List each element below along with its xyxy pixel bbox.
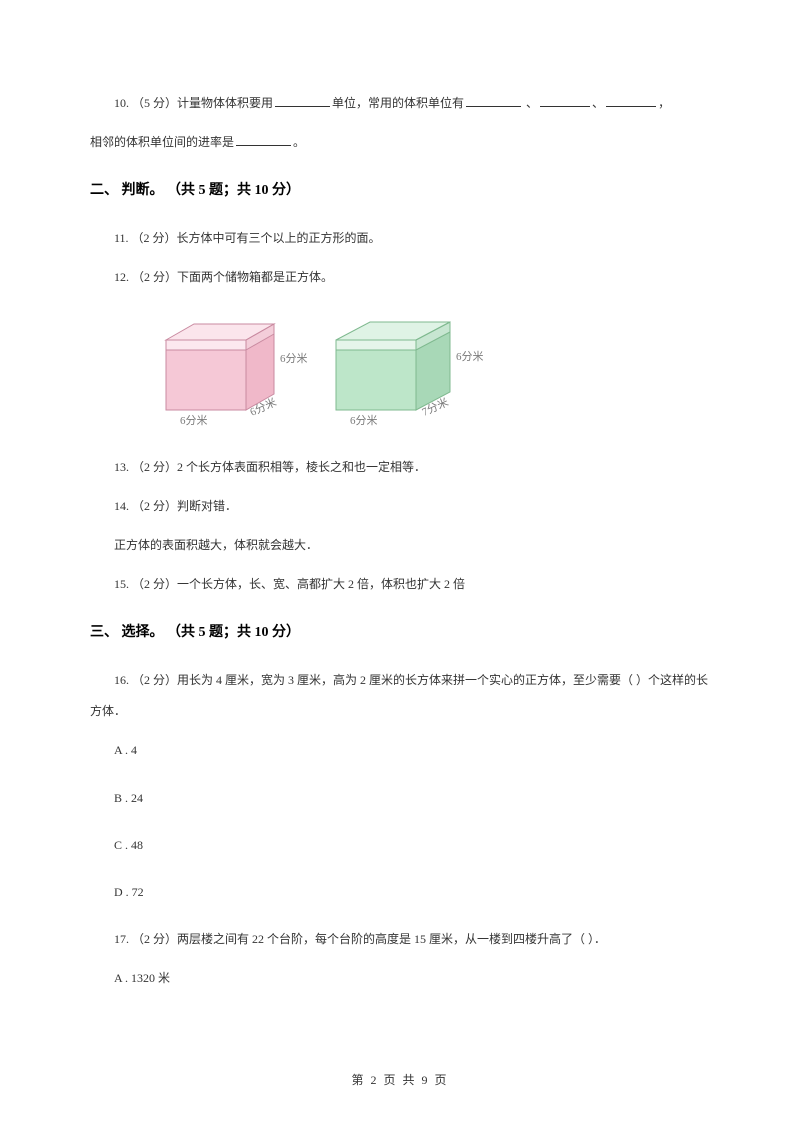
blank <box>275 93 330 107</box>
question-14: 14. （2 分）判断对错． <box>90 491 710 522</box>
blank <box>606 93 656 107</box>
question-10: 10. （5 分）计量物体体积要用 单位，常用的体积单位有 、 、 ， <box>90 88 710 119</box>
blank <box>466 93 521 107</box>
q10-sep1: 、 <box>523 96 538 110</box>
page-footer: 第 2 页 共 9 页 <box>0 1071 800 1088</box>
box1-lid-front <box>166 340 246 350</box>
question-17: 17. （2 分）两层楼之间有 22 个台阶，每个台阶的高度是 15 厘米，从一… <box>90 924 710 955</box>
box2-label-bl: 6分米 <box>350 414 378 427</box>
q10-comma: ， <box>658 96 670 110</box>
q10-prefix: 10. （5 分）计量物体体积要用 <box>114 96 273 110</box>
diagram-svg: 6分米 6分米 6分米 <box>156 312 496 430</box>
section-2-heading: 二、 判断。 （共 5 题；共 10 分） <box>90 176 710 207</box>
q10-sep2: 、 <box>592 96 604 110</box>
q16-option-d: D . 72 <box>90 877 710 908</box>
box-2: 6分米 6分米 7分米 <box>336 322 484 427</box>
question-11: 11. （2 分）长方体中可有三个以上的正方形的面。 <box>90 223 710 254</box>
box-1: 6分米 6分米 6分米 <box>166 324 308 427</box>
q10-end: 。 <box>293 135 305 149</box>
question-12: 12. （2 分）下面两个储物箱都是正方体。 <box>90 262 710 293</box>
blank <box>540 93 590 107</box>
blank <box>236 132 291 146</box>
cube-diagram: 6分米 6分米 6分米 <box>90 312 710 430</box>
question-10-line2: 相邻的体积单位间的进率是 。 <box>90 127 710 158</box>
box1-label-right: 6分米 <box>280 352 308 365</box>
question-15: 15. （2 分）一个长方体，长、宽、高都扩大 2 倍，体积也扩大 2 倍 <box>90 569 710 600</box>
question-14b: 正方体的表面积越大，体积就会越大． <box>90 530 710 561</box>
question-16: 16. （2 分）用长为 4 厘米，宽为 3 厘米，高为 2 厘米的长方体来拼一… <box>90 665 710 727</box>
box2-label-right: 6分米 <box>456 350 484 363</box>
box1-label-bl: 6分米 <box>180 414 208 427</box>
box2-lid-front <box>336 340 416 350</box>
q16-option-c: C . 48 <box>90 830 710 861</box>
question-13: 13. （2 分）2 个长方体表面积相等，棱长之和也一定相等． <box>90 452 710 483</box>
q10-line2: 相邻的体积单位间的进率是 <box>90 135 234 149</box>
q16-option-b: B . 24 <box>90 783 710 814</box>
q10-mid1: 单位，常用的体积单位有 <box>332 96 464 110</box>
q16-option-a: A . 4 <box>90 735 710 766</box>
section-3-heading: 三、 选择。 （共 5 题；共 10 分） <box>90 618 710 649</box>
q17-option-a: A . 1320 米 <box>90 963 710 994</box>
